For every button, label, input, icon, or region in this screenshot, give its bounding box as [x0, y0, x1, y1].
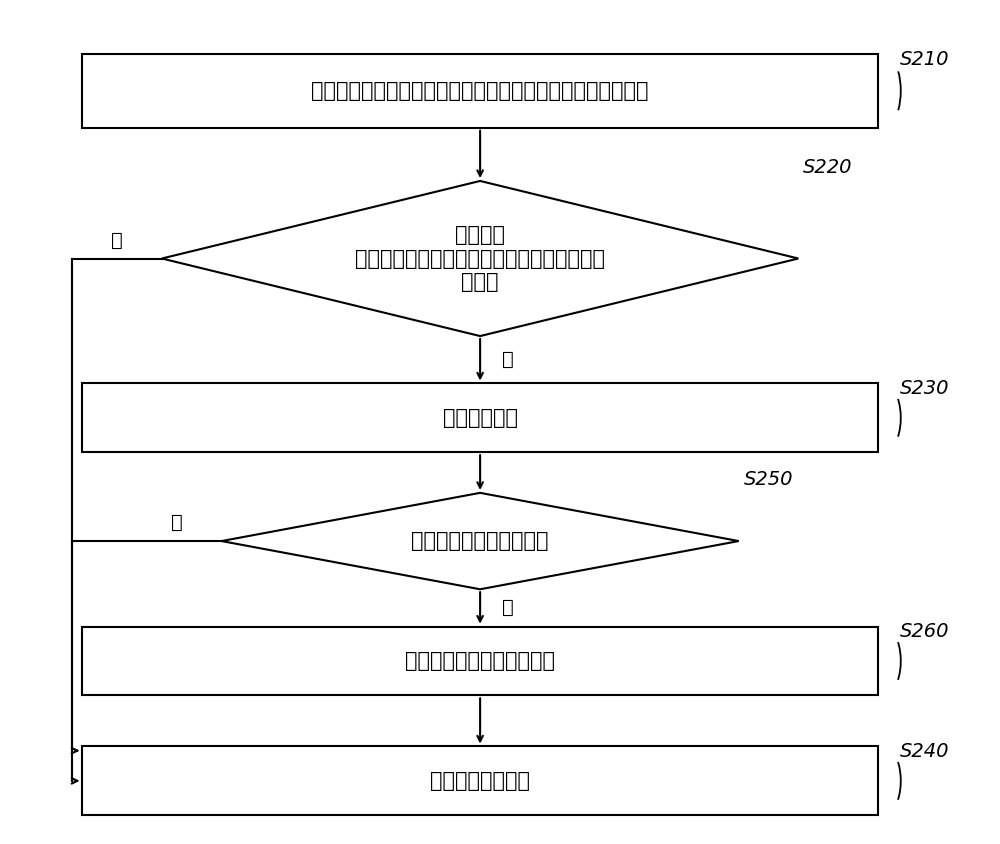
Text: 正常启动显示设备: 正常启动显示设备: [430, 771, 530, 791]
Text: S230: S230: [900, 379, 949, 398]
Bar: [82, 383, 878, 452]
Text: S210: S210: [900, 50, 949, 68]
Text: 显示复位提示: 显示复位提示: [443, 408, 518, 428]
Text: S250: S250: [744, 469, 793, 489]
Text: 否: 否: [111, 230, 123, 250]
Text: 显示设备
开机时，判断异常掉电次数是否满足预设的掉
电次数: 显示设备 开机时，判断异常掉电次数是否满足预设的掉 电次数: [355, 225, 605, 292]
Text: S240: S240: [900, 742, 949, 761]
Text: 是: 是: [502, 598, 514, 618]
Text: 是: 是: [502, 350, 514, 369]
Text: 统计显示设备在系统启动过程中的断电次数生成异常掉电次数: 统计显示设备在系统启动过程中的断电次数生成异常掉电次数: [311, 81, 649, 100]
Bar: [82, 54, 878, 127]
Text: 判断是否接收到复位指令: 判断是否接收到复位指令: [411, 531, 549, 551]
Text: 对显示设备的系统进行复位: 对显示设备的系统进行复位: [405, 651, 555, 671]
Text: S220: S220: [803, 158, 853, 176]
Bar: [82, 746, 878, 815]
Text: 否: 否: [171, 513, 183, 532]
Bar: [82, 626, 878, 695]
Text: S260: S260: [900, 622, 949, 641]
